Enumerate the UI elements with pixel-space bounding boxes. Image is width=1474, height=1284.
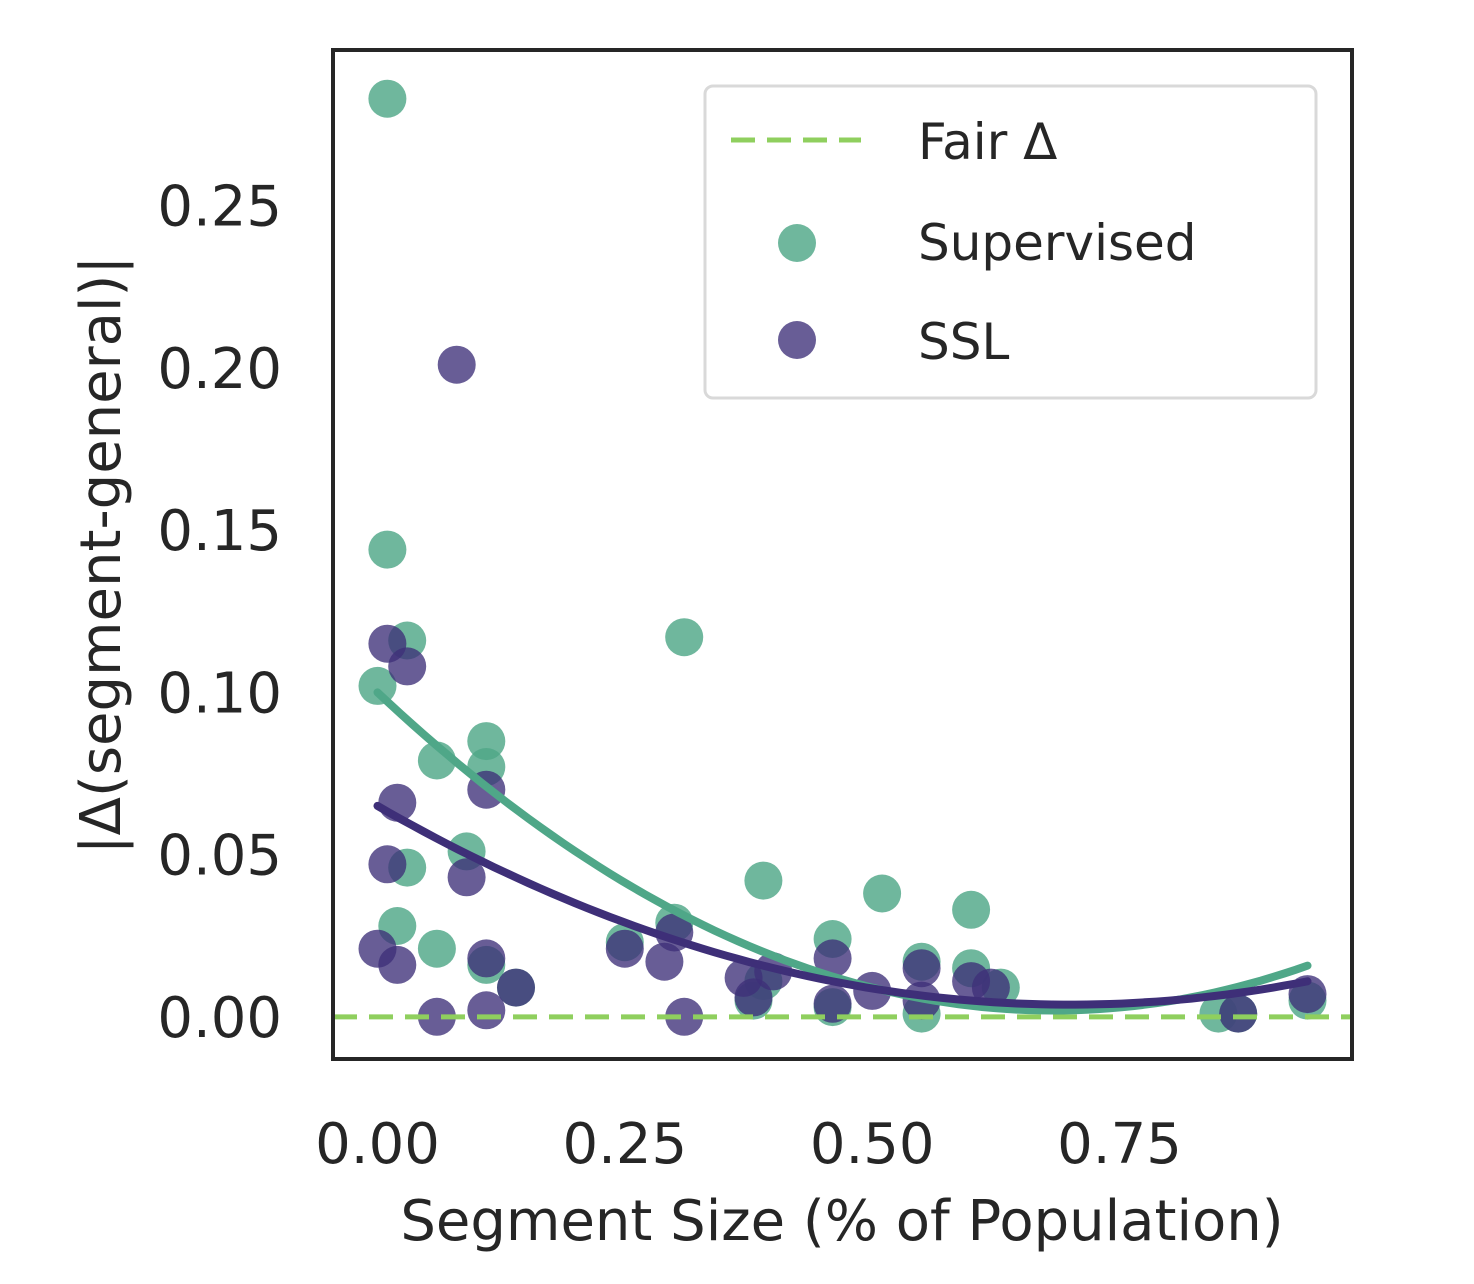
- y-tick-label: 0.15: [157, 499, 282, 564]
- ssl-point: [645, 942, 684, 981]
- legend-supervised-marker: [778, 224, 816, 262]
- fit-lines: [333, 688, 1352, 1020]
- ssl-point: [368, 845, 407, 884]
- x-tick-label: 0.75: [1057, 1112, 1182, 1177]
- x-tick-label: 0.00: [315, 1112, 440, 1177]
- plot-frame: [331, 48, 1354, 1061]
- y-tick-label: 0.25: [157, 175, 282, 240]
- supervised-point: [417, 929, 456, 968]
- ssl-point: [813, 939, 852, 978]
- y-tick-label: 0.10: [157, 661, 282, 726]
- ssl-point: [665, 997, 704, 1036]
- y-tick-label: 0.00: [157, 986, 282, 1051]
- legend-fair-label: Fair Δ: [918, 113, 1057, 171]
- ssl-point: [378, 945, 417, 984]
- legend-supervised-label: Supervised: [918, 214, 1197, 272]
- ssl-point: [467, 939, 506, 978]
- ssl-point: [447, 858, 486, 897]
- legend-ssl-marker: [778, 321, 816, 359]
- supervised-point: [368, 530, 407, 569]
- ssl-point: [971, 968, 1010, 1007]
- ssl-point: [902, 949, 941, 988]
- x-tick-label: 0.50: [810, 1112, 935, 1177]
- supervised-point: [368, 79, 407, 118]
- ssl-point: [605, 929, 644, 968]
- x-tick-label: 0.25: [563, 1112, 688, 1177]
- ssl-point: [437, 345, 476, 384]
- ssl-point: [467, 991, 506, 1030]
- legend: Fair Δ Supervised SSL: [703, 84, 1318, 400]
- y-tick-labels: 0.00 0.05 0.10 0.15 0.20 0.25: [157, 175, 282, 1051]
- x-tick-labels: 0.00 0.25 0.50 0.75: [315, 1112, 1182, 1177]
- ssl-point: [388, 647, 427, 686]
- x-axis-label: Segment Size (% of Population): [400, 1189, 1283, 1254]
- legend-ssl-label: SSL: [918, 313, 1009, 371]
- supervised-point: [665, 618, 704, 657]
- supervised-point: [863, 874, 902, 913]
- supervised-point: [358, 666, 397, 705]
- supervised-point: [744, 861, 783, 900]
- ssl-point: [813, 984, 852, 1023]
- supervised-point: [952, 890, 991, 929]
- ssl-fit-line: [373, 801, 1312, 1009]
- y-tick-label: 0.20: [157, 337, 282, 402]
- ssl-point: [734, 978, 773, 1017]
- y-tick-label: 0.05: [157, 824, 282, 889]
- legend-frame: [703, 84, 1318, 400]
- ssl-point: [1219, 994, 1258, 1033]
- ssl-point: [417, 997, 456, 1036]
- y-axis-label: |Δ(segment-general)|: [69, 256, 134, 854]
- ssl-point: [497, 968, 535, 1007]
